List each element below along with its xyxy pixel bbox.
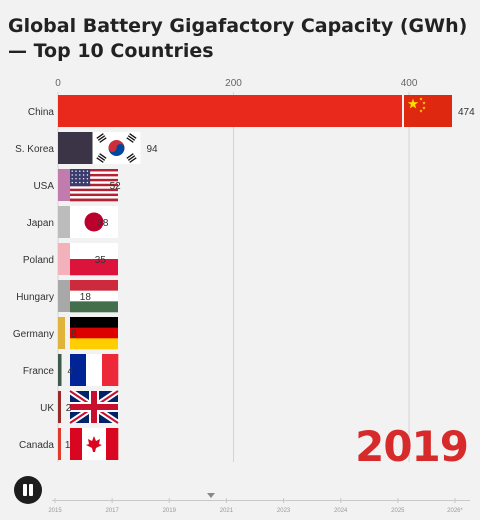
pause-icon <box>23 484 27 496</box>
year-label: 2019 <box>355 422 469 471</box>
bar-france <box>58 354 62 386</box>
flag-hungary-icon <box>70 280 118 313</box>
bar-canada <box>58 428 61 460</box>
flag-china-icon <box>404 95 452 127</box>
data-label: 52 <box>110 181 122 192</box>
data-label: 474 <box>458 107 475 118</box>
y-tick-label: UK <box>40 403 54 414</box>
x-tick-label: 0 <box>55 78 61 89</box>
timeline-label: 2026* <box>447 508 463 514</box>
y-tick-label: Poland <box>23 255 54 266</box>
timeline-track[interactable] <box>52 500 470 501</box>
flag-france-icon <box>70 354 119 386</box>
bar-germany <box>58 317 66 349</box>
timeline-label: 2025 <box>391 508 405 514</box>
pause-button[interactable] <box>14 476 42 504</box>
y-tick-label: France <box>23 366 55 377</box>
bar-poland <box>58 243 70 275</box>
x-tick-label: 200 <box>225 78 242 89</box>
y-tick-label: Canada <box>19 440 54 451</box>
flag-canada-icon <box>70 428 119 460</box>
data-label: 8 <box>71 329 77 340</box>
chart-title: Global Battery Gigafactory Capacity (GWh… <box>8 15 468 62</box>
data-label: 94 <box>146 144 158 155</box>
data-label: 35 <box>95 255 107 266</box>
bar-uk <box>58 391 61 423</box>
bar-s-korea <box>58 132 93 164</box>
timeline-label: 2023 <box>277 508 291 514</box>
flag-germany-icon <box>70 317 118 350</box>
data-label: 4 <box>68 366 74 377</box>
bar-china <box>58 95 402 127</box>
data-label: 1 <box>65 440 71 451</box>
flag-south-korea-icon <box>92 132 141 164</box>
bar-japan <box>58 206 70 238</box>
x-tick-label: 400 <box>401 78 418 89</box>
y-tick-label: USA <box>33 181 54 192</box>
y-tick-label: S. Korea <box>15 144 54 155</box>
bar-usa <box>58 169 70 201</box>
timeline-label: 2017 <box>105 508 119 514</box>
y-tick-label: Japan <box>27 218 54 229</box>
data-label: 18 <box>80 292 92 303</box>
timeline-label: 2019 <box>163 508 177 514</box>
timeline-label: 2021 <box>220 508 234 514</box>
bar-hungary <box>58 280 70 312</box>
y-tick-label: Germany <box>13 329 54 340</box>
flag-usa-icon <box>70 169 118 202</box>
flag-japan-icon <box>70 206 118 238</box>
y-tick-label: Hungary <box>16 292 54 303</box>
data-label: 38 <box>97 218 109 229</box>
timeline-label: 2024 <box>334 508 348 514</box>
data-label: 2 <box>66 403 72 414</box>
flag-uk-icon <box>68 388 120 426</box>
timeline-marker-icon[interactable] <box>207 493 215 498</box>
flag-poland-icon <box>70 243 118 276</box>
timeline-label: 2015 <box>48 508 62 514</box>
y-tick-label: China <box>28 107 55 118</box>
